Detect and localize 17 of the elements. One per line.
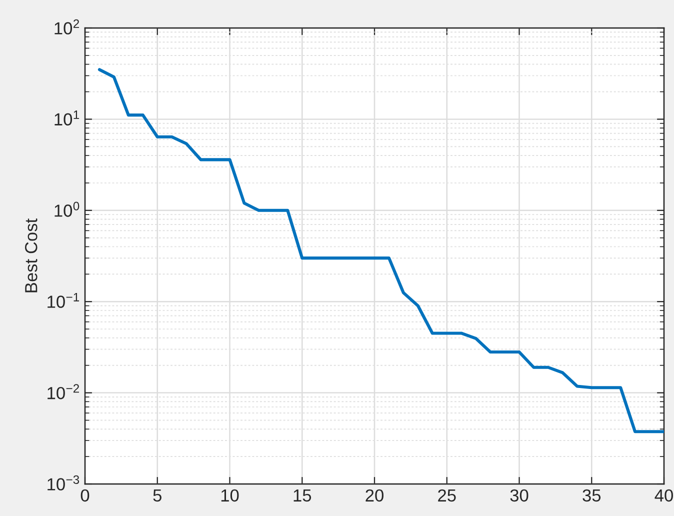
x-tick-label: 40 <box>654 489 673 502</box>
y-tick-label: 10$^{−2}$ <box>48 384 79 400</box>
x-tick-label: 10 <box>221 489 239 502</box>
x-tick-label: 15 <box>294 490 312 502</box>
x-tick-label: 30 <box>510 489 528 502</box>
y-tick-label: 10$^{0}$ <box>54 202 80 217</box>
y-tick-label: 10$^{1}$ <box>54 110 80 126</box>
y-tick-label: 10$^{2}$ <box>54 19 80 34</box>
x-tick-label: 25 <box>438 489 456 502</box>
y-tick-label: 10$^{−1}$ <box>48 292 80 308</box>
y-tick-label: 10$^{−3}$ <box>48 475 80 490</box>
x-tick-label: 5 <box>153 490 162 502</box>
line-series <box>98 68 664 434</box>
x-tick-label: 20 <box>366 489 384 502</box>
x-tick-label: 35 <box>582 489 601 502</box>
x-tick-label: 0 <box>80 489 90 502</box>
y-axis-title: Best Cost <box>25 218 38 292</box>
